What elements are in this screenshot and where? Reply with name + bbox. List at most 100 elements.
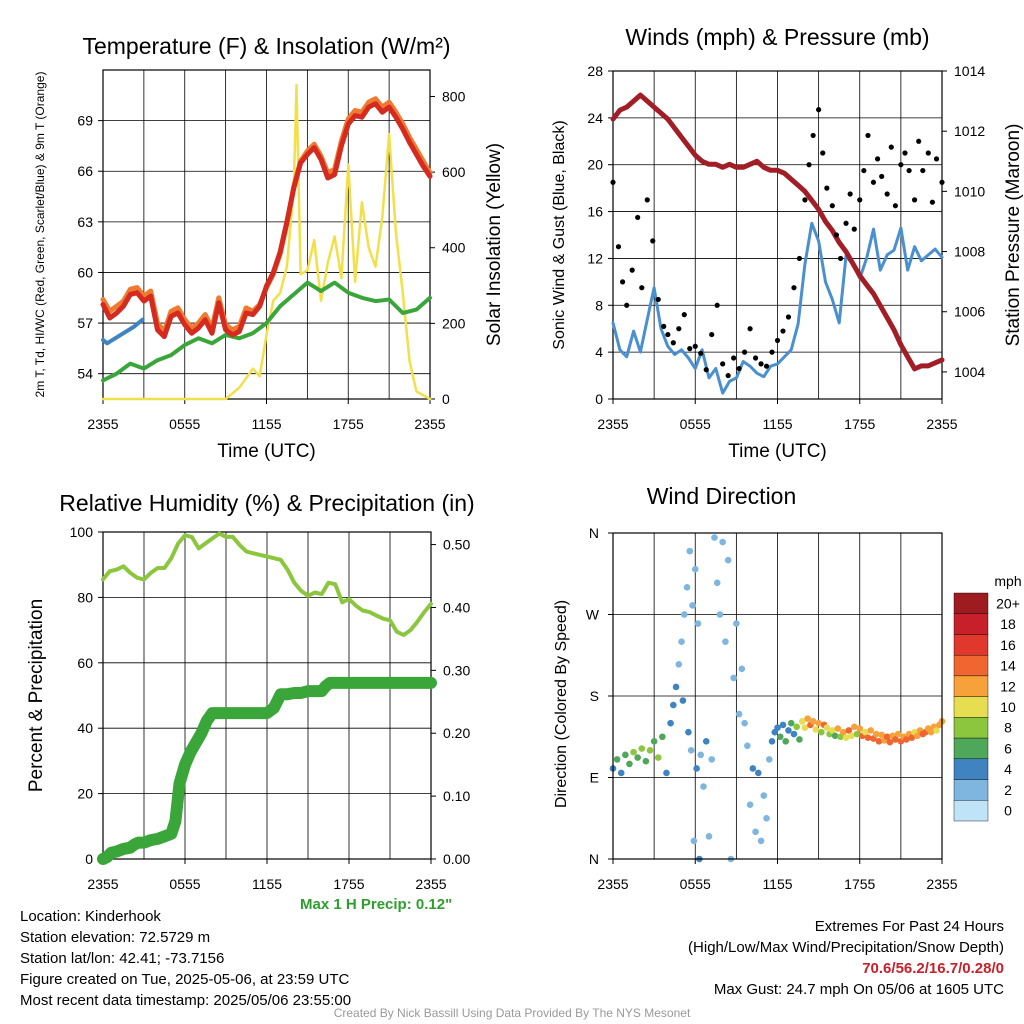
dir-point bbox=[683, 584, 691, 591]
colorbar-swatch bbox=[953, 634, 989, 656]
rh-ylabel-left: Percent & Precipitation bbox=[26, 599, 47, 792]
wind-ytick-right-label: 1004 bbox=[954, 364, 985, 380]
wind-gust-point bbox=[874, 156, 881, 162]
wind-gust-point bbox=[629, 267, 635, 273]
dir-point bbox=[856, 725, 864, 732]
dir-point bbox=[831, 732, 839, 740]
colorbar-swatch bbox=[953, 717, 989, 739]
max-gust-text: Max Gust: 24.7 mph On 05/06 at 1605 UTC bbox=[713, 981, 1004, 998]
temp-series-solar-insolation bbox=[101, 83, 432, 401]
temp-xtick-label: 2355 bbox=[414, 416, 445, 432]
wind-gust-point bbox=[624, 302, 630, 308]
wind-gust-point bbox=[879, 173, 885, 180]
dir-point bbox=[678, 638, 685, 645]
dir-point bbox=[693, 765, 700, 772]
dir-xtick-label: 1155 bbox=[762, 876, 792, 892]
dir-point bbox=[861, 728, 869, 736]
dir-point bbox=[793, 723, 800, 731]
dir-point bbox=[670, 701, 677, 709]
wind-gust-point bbox=[709, 331, 715, 338]
temp-ytick-label: 57 bbox=[77, 315, 93, 331]
wind-gust-point bbox=[725, 372, 731, 379]
wind-ytick-right-label: 1012 bbox=[954, 123, 985, 139]
dir-point bbox=[690, 837, 698, 845]
dir-point bbox=[892, 736, 899, 743]
wind-gust-point bbox=[639, 285, 645, 291]
dir-point bbox=[875, 737, 883, 745]
wind-gust-point bbox=[676, 326, 682, 332]
dir-point bbox=[796, 736, 803, 743]
dir-point bbox=[617, 769, 625, 777]
dir-point bbox=[864, 734, 872, 741]
dir-point bbox=[886, 738, 894, 746]
wind-gust-point bbox=[774, 337, 781, 344]
rh-plot-frame bbox=[102, 531, 432, 860]
dir-point bbox=[785, 727, 792, 734]
wind-gust-point bbox=[820, 150, 826, 156]
dir-point bbox=[776, 733, 784, 741]
dir-point bbox=[733, 620, 740, 627]
wind-xtick-label: 1155 bbox=[762, 416, 792, 432]
dir-point bbox=[694, 620, 702, 627]
wind-gust-point bbox=[888, 144, 894, 150]
wind-xtick-label: 1755 bbox=[844, 416, 875, 432]
wind-gust-point bbox=[758, 361, 764, 367]
dir-xtick-label: 0555 bbox=[680, 876, 711, 892]
temp-xtick-label: 0555 bbox=[169, 416, 200, 432]
wind-gust-point bbox=[736, 365, 742, 372]
dir-point bbox=[914, 732, 921, 740]
dir-point bbox=[638, 745, 646, 752]
dir-point bbox=[659, 733, 666, 741]
dir-point bbox=[675, 661, 683, 668]
dir-ytick-label: E bbox=[590, 770, 599, 786]
dir-point bbox=[749, 765, 757, 772]
dir-point bbox=[716, 611, 724, 618]
extremes-values: 70.6/56.2/16.7/0.28/0 bbox=[862, 960, 1004, 977]
rh-ytick-right-label: 0.20 bbox=[443, 725, 470, 741]
wind-gust-point bbox=[687, 346, 693, 352]
rh-ytick-label: 0 bbox=[85, 851, 93, 867]
wind-gust-point bbox=[791, 285, 797, 291]
dir-point bbox=[713, 579, 721, 587]
wind-gust-point bbox=[925, 150, 931, 156]
rh-ytick-label: 60 bbox=[77, 655, 93, 671]
dir-point bbox=[894, 730, 902, 738]
credit-text: Created By Nick Bassill Using Data Provi… bbox=[333, 1006, 691, 1020]
colorbar-swatch bbox=[953, 758, 989, 780]
dir-point bbox=[840, 728, 847, 736]
dir-point bbox=[711, 534, 718, 541]
rh-xtick-label: 0555 bbox=[169, 876, 200, 892]
wind-ytick-label: 4 bbox=[595, 344, 603, 360]
wind-gust-point bbox=[698, 350, 704, 356]
dir-point bbox=[687, 747, 695, 754]
dir-point bbox=[686, 547, 694, 555]
wind-ytick-label: 24 bbox=[587, 110, 603, 126]
dir-point bbox=[752, 828, 759, 836]
wind-gust-point bbox=[670, 340, 676, 346]
colorbar-label: 4 bbox=[1004, 761, 1012, 777]
wind-gust-point bbox=[929, 199, 936, 205]
dir-point bbox=[654, 754, 662, 761]
dir-point bbox=[850, 723, 858, 731]
dir-point bbox=[622, 751, 629, 759]
wind-ytick-right-label: 1008 bbox=[954, 244, 985, 260]
dir-point bbox=[626, 760, 633, 768]
wind-gust-point bbox=[802, 197, 808, 203]
recent-text: Most recent data timestamp: 2025/05/06 2… bbox=[20, 992, 352, 1009]
dir-point bbox=[798, 718, 806, 725]
wind-gust-point bbox=[731, 355, 737, 361]
dir-point bbox=[719, 538, 726, 546]
colorbar-label: 12 bbox=[1000, 678, 1016, 694]
wind-xlabel: Time (UTC) bbox=[728, 441, 827, 462]
dir-point bbox=[724, 556, 732, 564]
dir-point bbox=[763, 814, 770, 822]
wind-gust-point bbox=[752, 355, 759, 361]
dir-point bbox=[760, 792, 768, 799]
dir-point bbox=[790, 730, 798, 738]
dir-point bbox=[634, 754, 641, 761]
dir-point bbox=[867, 727, 875, 734]
dir-point bbox=[872, 730, 880, 738]
colorbar-swatch bbox=[953, 592, 989, 614]
colorbar-label: 14 bbox=[1000, 658, 1016, 674]
